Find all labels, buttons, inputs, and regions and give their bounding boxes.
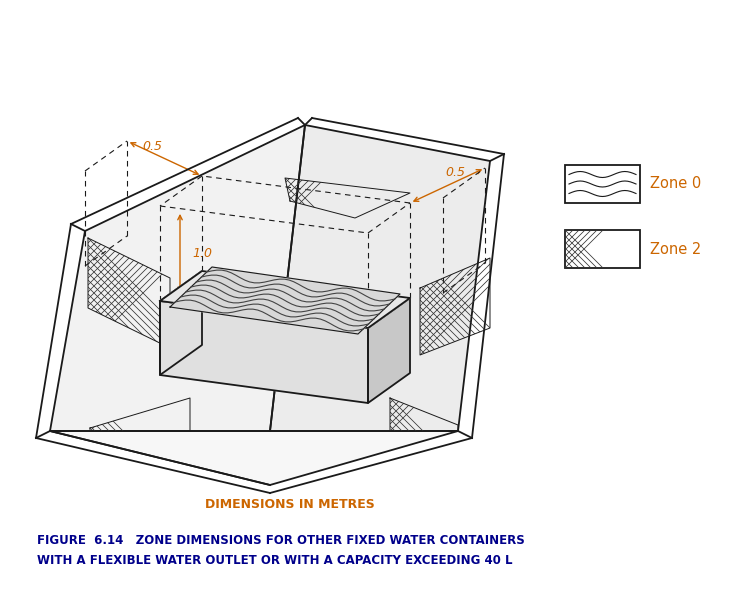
Text: 0.5: 0.5 [445,167,465,180]
Polygon shape [170,267,400,334]
Polygon shape [160,271,202,375]
Text: 0.5: 0.5 [142,140,162,153]
Bar [565,230,640,268]
Polygon shape [50,125,305,431]
Text: WITH A FLEXIBLE WATER OUTLET OR WITH A CAPACITY EXCEEDING 40 L: WITH A FLEXIBLE WATER OUTLET OR WITH A C… [37,555,513,568]
Polygon shape [160,271,410,328]
Polygon shape [160,301,368,403]
Text: 1.0: 1.0 [192,247,212,260]
Text: Zone 0: Zone 0 [650,177,701,191]
Text: DIMENSIONS IN METRES: DIMENSIONS IN METRES [205,498,375,511]
Text: FIGURE  6.14   ZONE DIMENSIONS FOR OTHER FIXED WATER CONTAINERS: FIGURE 6.14 ZONE DIMENSIONS FOR OTHER FI… [37,535,525,547]
Polygon shape [270,125,490,431]
Polygon shape [50,431,458,485]
Bar [565,165,640,203]
Polygon shape [368,298,410,403]
Text: Zone 2: Zone 2 [650,242,701,256]
